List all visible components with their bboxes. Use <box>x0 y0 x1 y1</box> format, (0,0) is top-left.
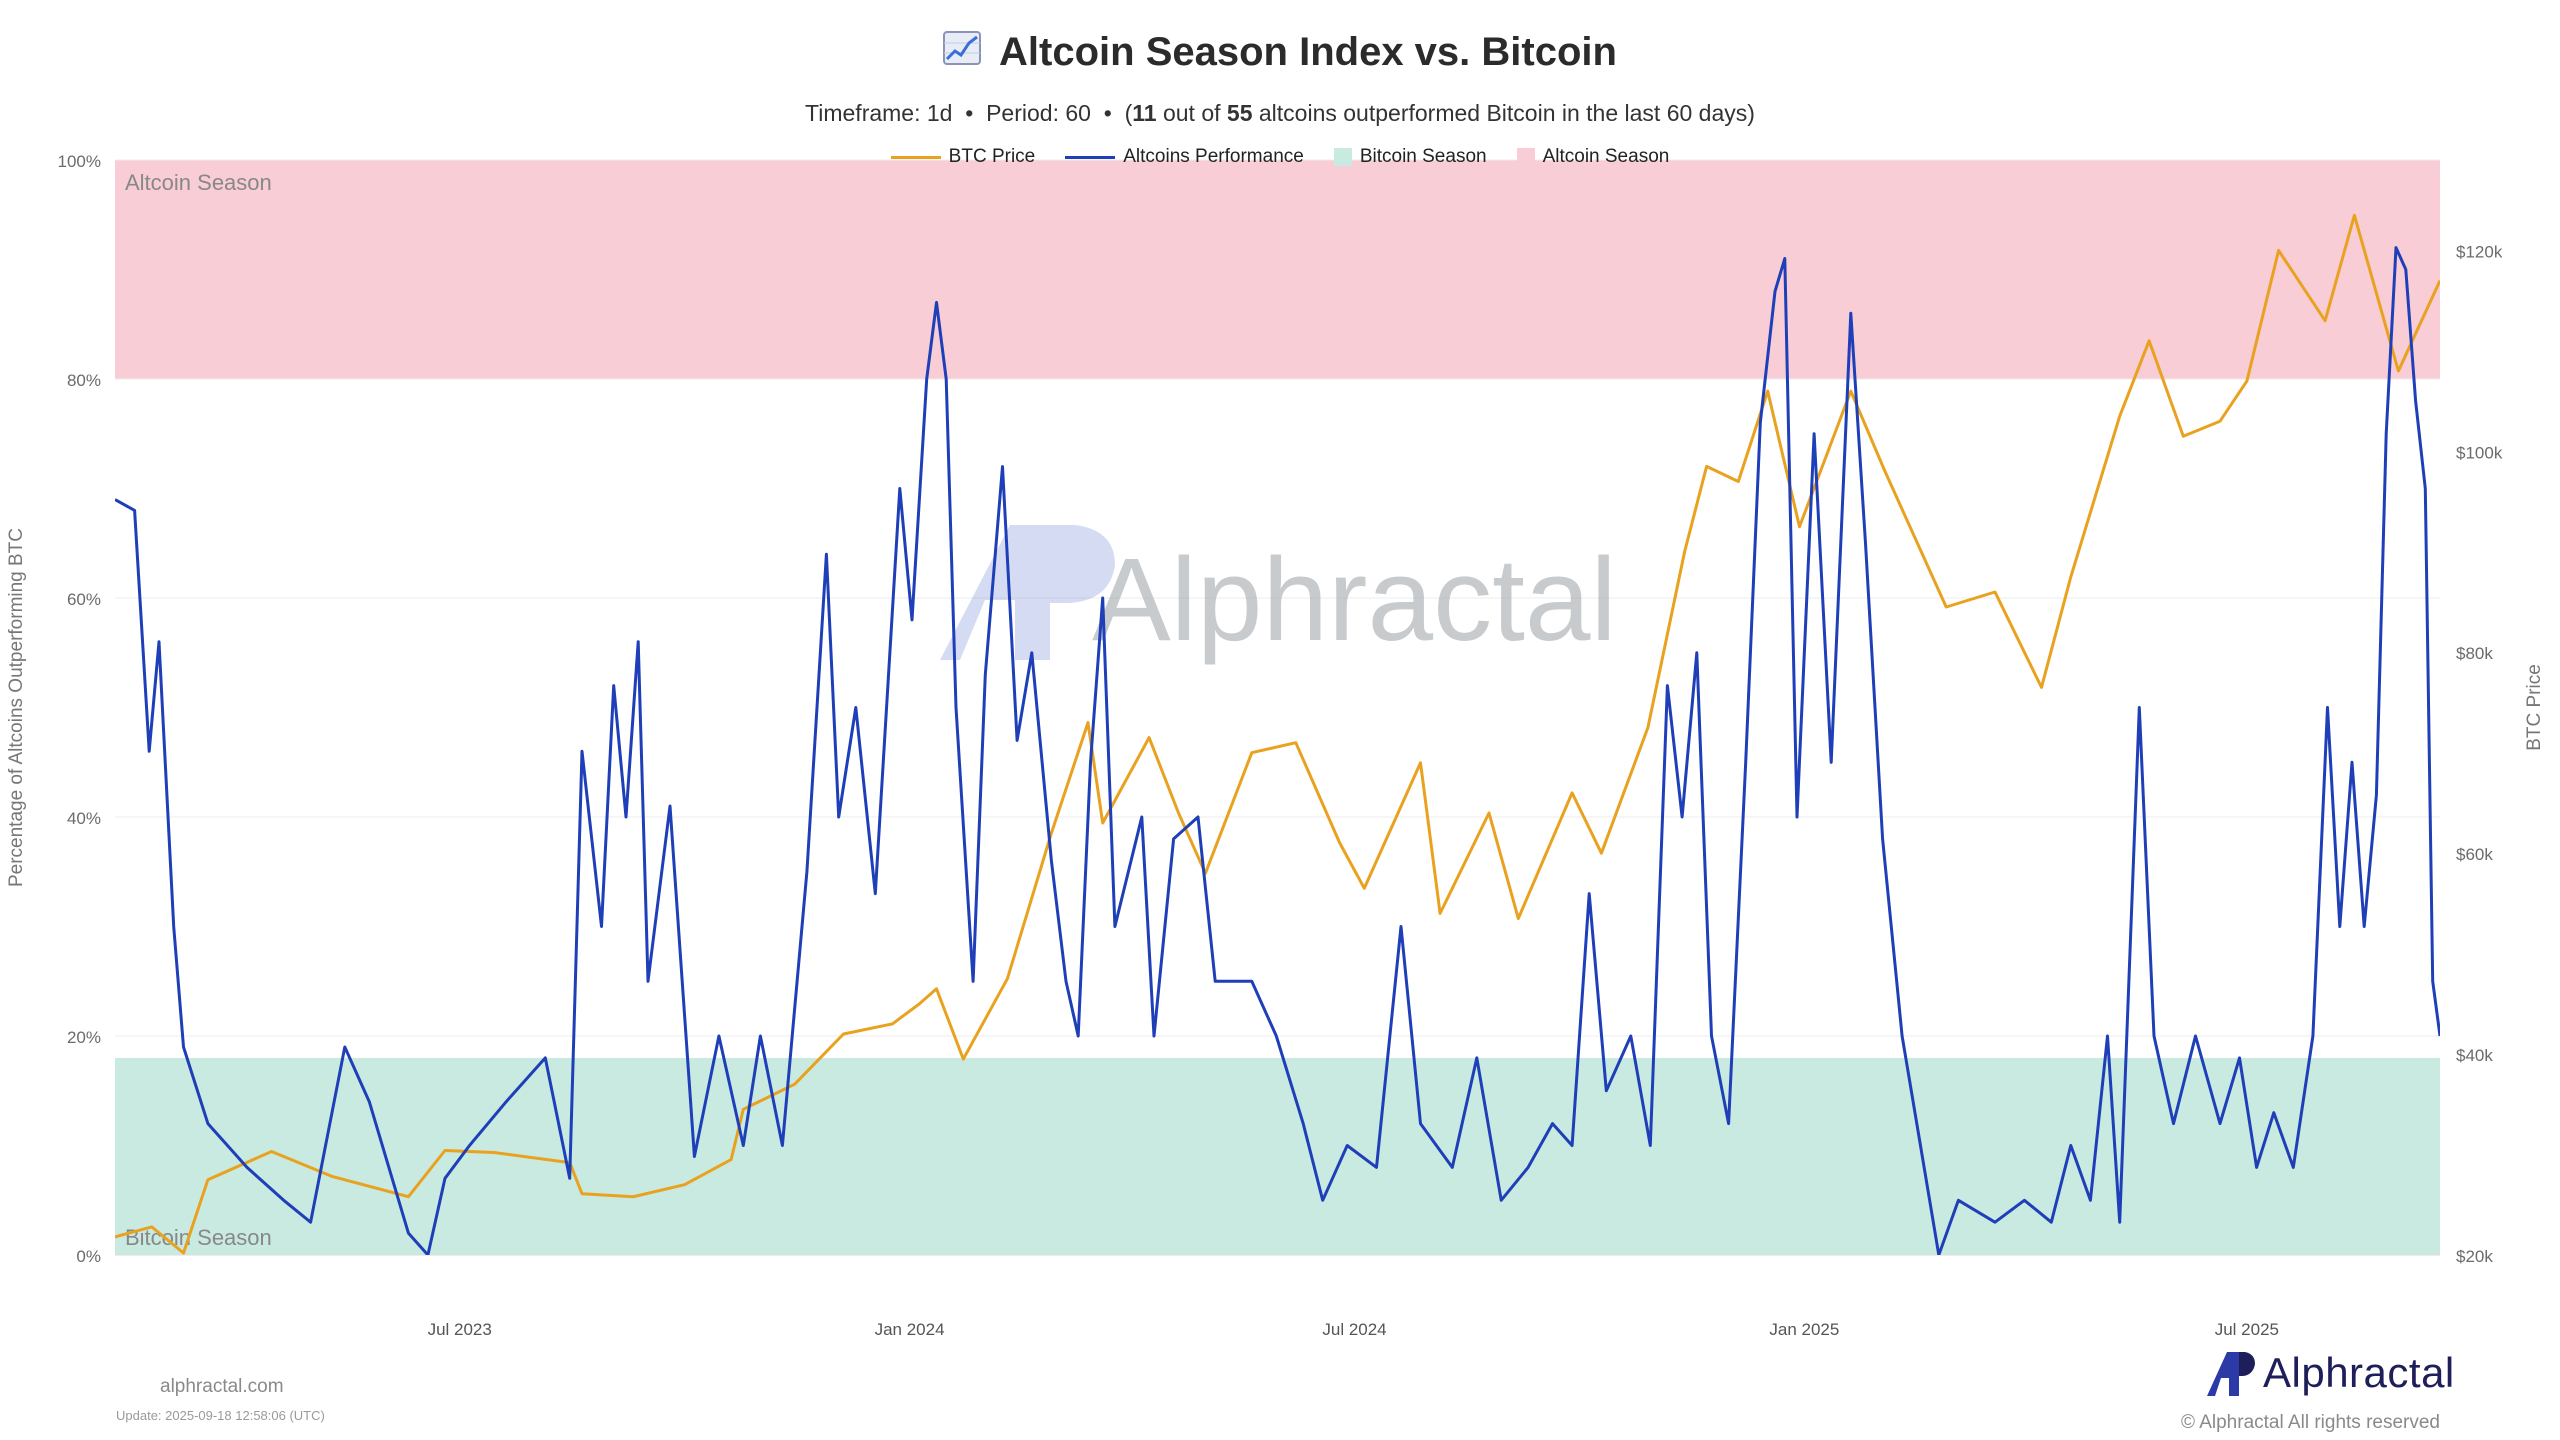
x-tick-label: Jan 2024 <box>875 1320 945 1339</box>
footer-copyright: © Alphractal All rights reserved <box>2180 1412 2440 1433</box>
chart-trend-icon <box>943 30 982 75</box>
altcoin-season-zone <box>115 160 2440 379</box>
bitcoin-season-swatch <box>1333 148 1352 166</box>
brand-logo-text: Alphractal <box>2263 1349 2455 1396</box>
brand-logo-icon <box>2207 1352 2255 1396</box>
legend-item-altcoins-performance[interactable]: Altcoins Performance <box>1065 146 1304 168</box>
bitcoin-season-zone <box>115 1057 2440 1255</box>
x-tick-label: Jul 2023 <box>428 1320 492 1339</box>
altcoin-season-zone-label: Altcoin Season <box>125 170 272 195</box>
y-tick-label: 60% <box>67 590 101 609</box>
chart-title: Altcoin Season Index vs. Bitcoin <box>943 30 1617 75</box>
y2-tick-label: $40k <box>2456 1046 2493 1065</box>
legend: BTC Price Altcoins Performance Bitcoin S… <box>0 146 2560 168</box>
btc-price-swatch <box>890 155 941 159</box>
y-tick-label: 80% <box>67 371 101 390</box>
chart-title-text: Altcoin Season Index vs. Bitcoin <box>999 30 1617 74</box>
watermark-logo-icon <box>940 525 1115 660</box>
y-tick-label: 20% <box>67 1028 101 1047</box>
altcoins-performance-swatch <box>1065 155 1116 159</box>
y-tick-label: 40% <box>67 809 101 828</box>
chart-subtitle: Timeframe: 1d • Period: 60 • (11 out of … <box>805 100 1755 126</box>
x-tick-label: Jan 2025 <box>1769 1320 1839 1339</box>
legend-item-btc-price[interactable]: BTC Price <box>890 146 1035 168</box>
outperform-count: 11 <box>1132 100 1157 126</box>
series-btc-price <box>115 213 2440 1255</box>
bitcoin-season-zone-label: Bitcoin Season <box>125 1225 272 1250</box>
watermark: Alphractal <box>940 525 1617 666</box>
y-tick-label: 0% <box>76 1247 101 1266</box>
altcoin-total: 55 <box>1226 100 1253 126</box>
y2-axis-title: BTC Price <box>2524 664 2545 751</box>
footer-site[interactable]: alphractal.com <box>160 1376 284 1397</box>
y2-tick-label: $100k <box>2456 443 2503 462</box>
y-axis-title: Percentage of Altcoins Outperforming BTC <box>6 528 27 887</box>
altcoin-season-swatch <box>1516 148 1535 166</box>
y2-tick-label: $80k <box>2456 644 2493 663</box>
x-tick-label: Jul 2024 <box>1322 1320 1386 1339</box>
legend-item-bitcoin-season[interactable]: Bitcoin Season <box>1333 146 1487 168</box>
y2-tick-label: $20k <box>2456 1247 2493 1266</box>
x-tick-label: Jul 2025 <box>2215 1320 2279 1339</box>
y2-tick-label: $60k <box>2456 845 2493 864</box>
legend-item-altcoin-season[interactable]: Altcoin Season <box>1516 146 1669 168</box>
footer-update-time: Update: 2025-09-18 12:58:06 (UTC) <box>116 1408 325 1423</box>
series-altcoins-performance <box>115 246 2440 1255</box>
watermark-text: Alphractal <box>1092 534 1617 666</box>
y-tick-label: 100% <box>58 152 101 171</box>
y2-tick-label: $120k <box>2456 242 2503 261</box>
brand-logo: Alphractal <box>2205 1348 2455 1398</box>
